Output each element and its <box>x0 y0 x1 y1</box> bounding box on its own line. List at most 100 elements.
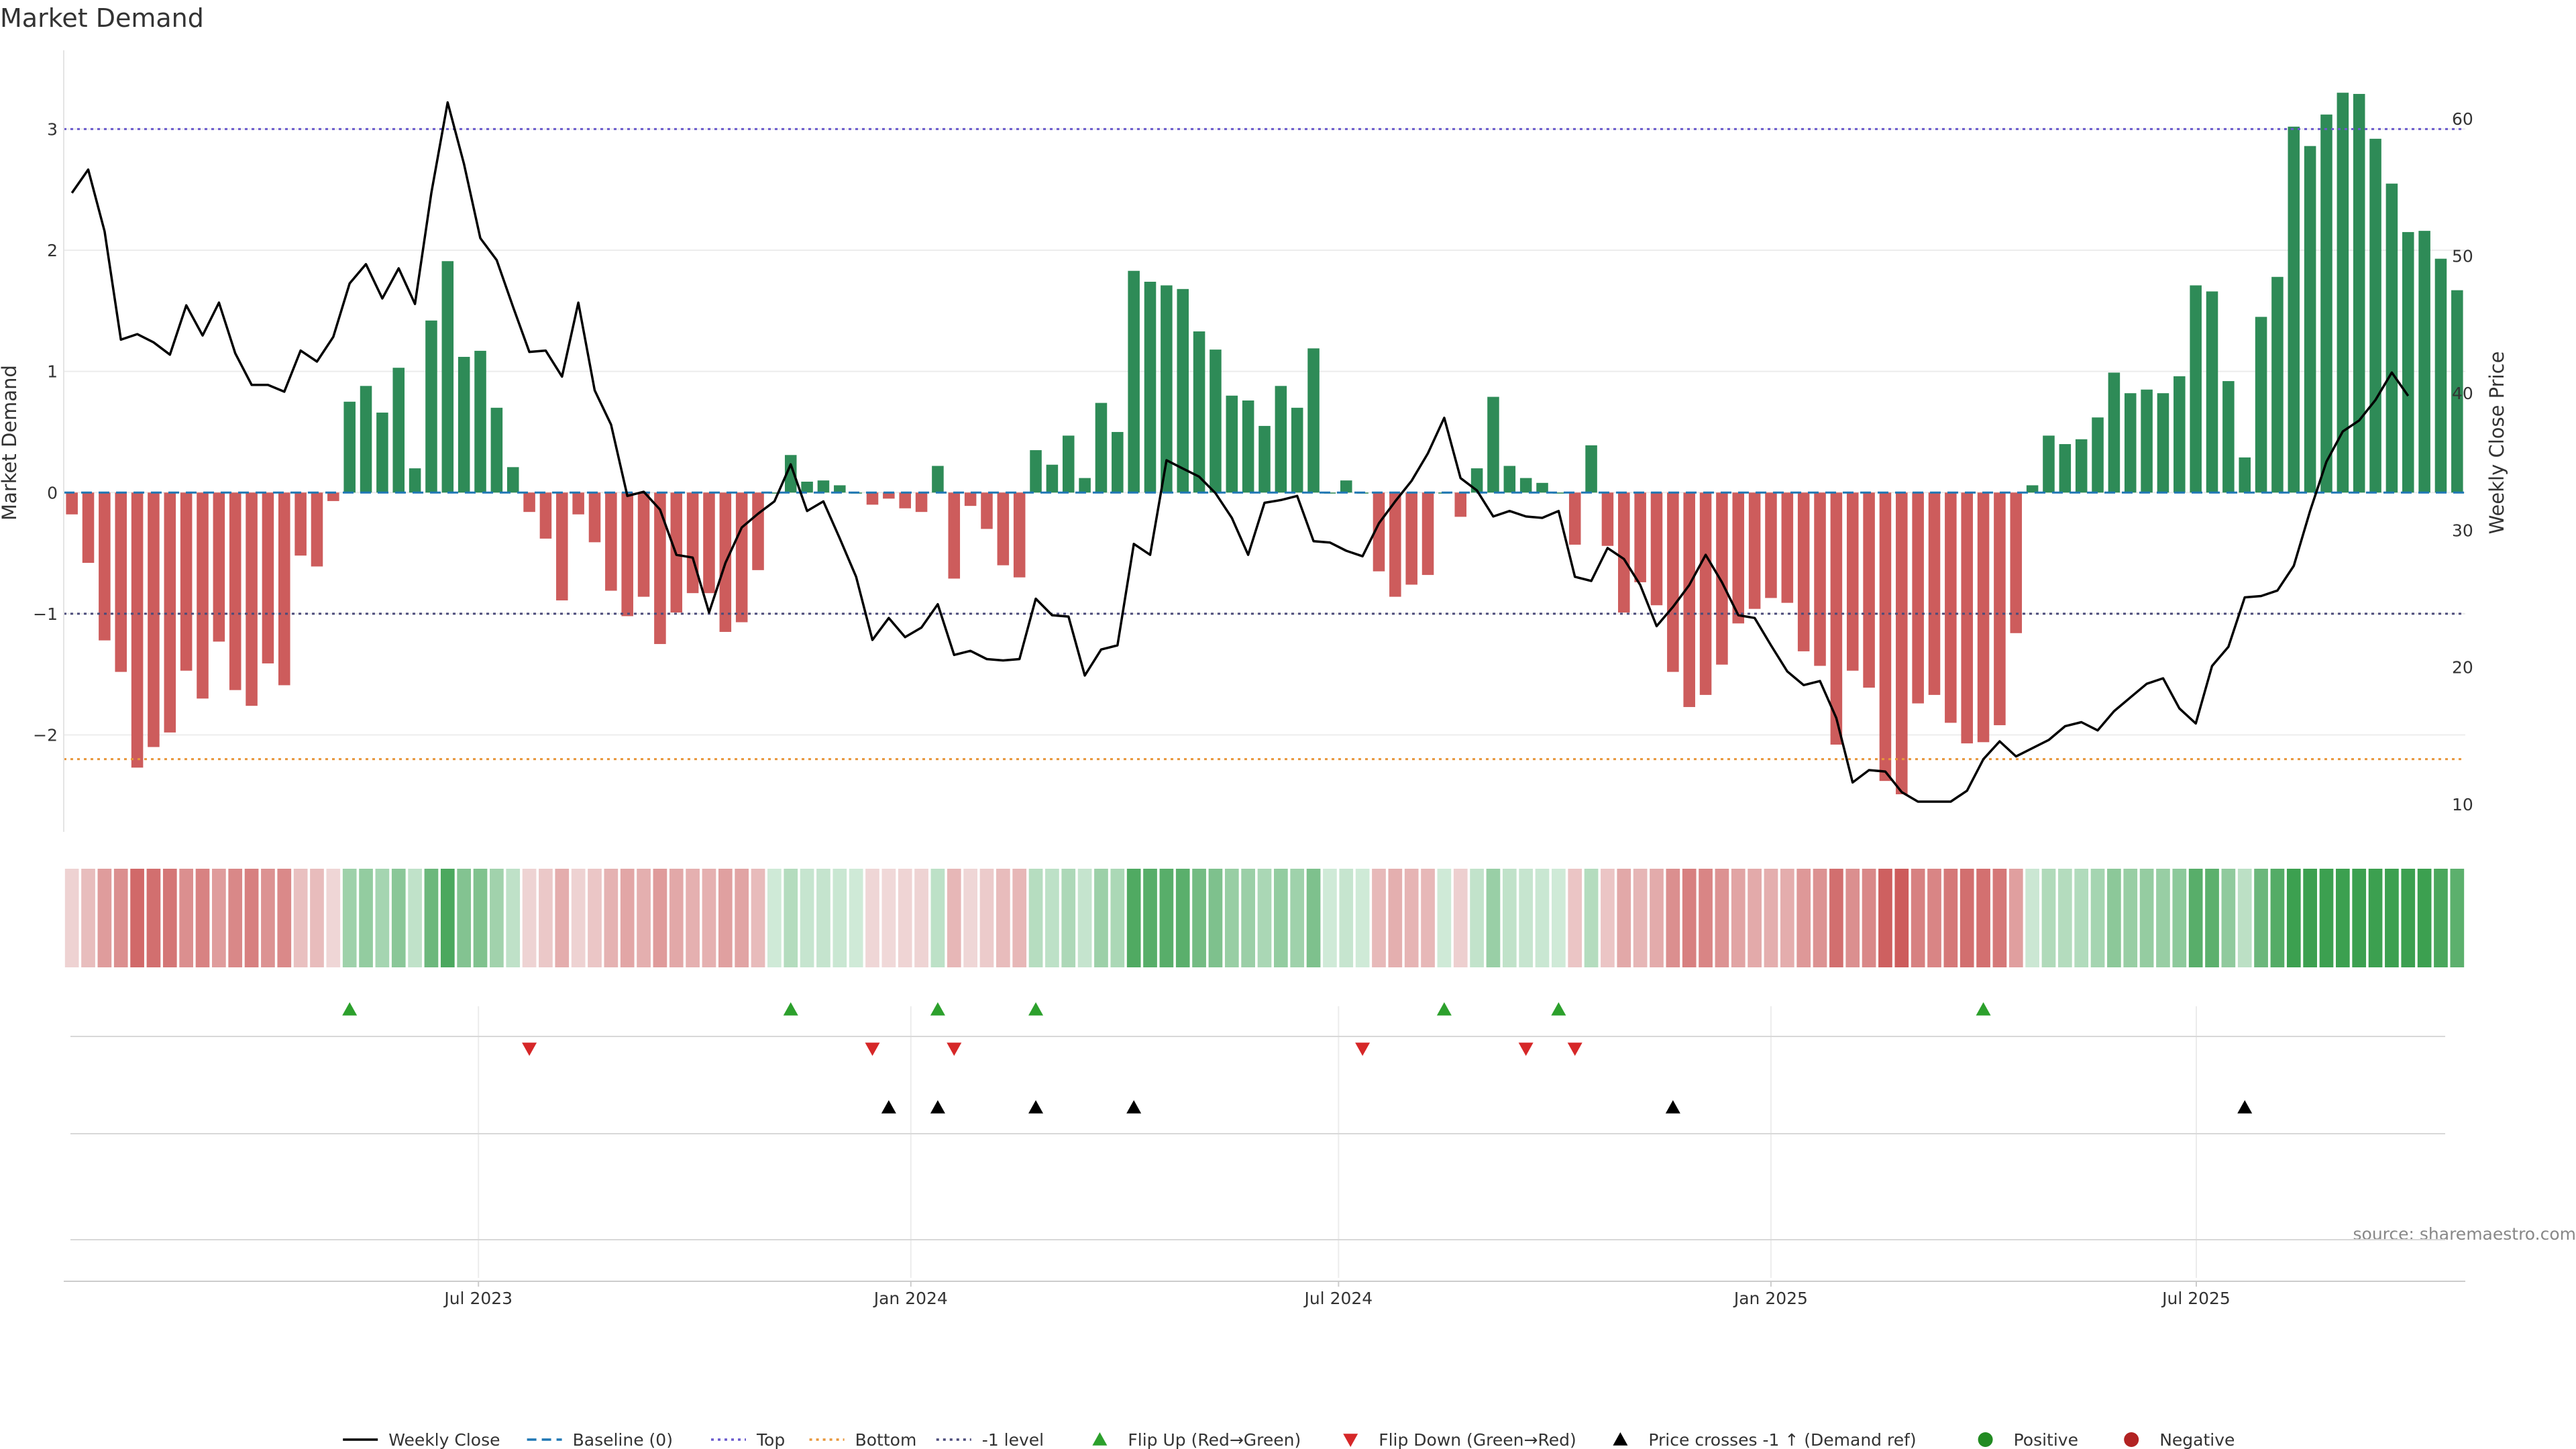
demand-bars <box>66 93 2463 795</box>
demand-bar <box>637 492 650 597</box>
demand-bar <box>99 492 111 641</box>
heat-cell <box>1699 869 1713 967</box>
heat-cell <box>637 869 651 967</box>
heat-cell <box>490 869 504 967</box>
heat-cell <box>1061 869 1076 967</box>
heat-cell <box>1502 869 1517 967</box>
demand-bar <box>2337 93 2349 493</box>
demand-bar <box>148 492 160 747</box>
demand-bar <box>213 492 225 642</box>
heat-cell <box>1813 869 1827 967</box>
heat-cell <box>310 869 324 967</box>
heat-cell <box>1862 869 1876 967</box>
heat-cell <box>1241 869 1255 967</box>
heat-cell <box>2270 869 2285 967</box>
demand-bar <box>1079 478 1091 493</box>
heat-cell <box>833 869 847 967</box>
y2-axis-label: Weekly Close Price <box>2485 352 2508 535</box>
demand-bar <box>1977 492 1990 743</box>
flip-up-marker <box>1436 1002 1452 1016</box>
demand-bar <box>1945 492 1957 723</box>
heat-cell <box>1404 869 1419 967</box>
heat-cell <box>228 869 243 967</box>
heat-cell <box>620 869 635 967</box>
heat-cell <box>735 869 749 967</box>
demand-bar <box>1912 492 1924 704</box>
heat-cell <box>81 869 95 967</box>
demand-bar <box>1552 492 1565 494</box>
heat-cell <box>146 869 161 967</box>
heat-cell <box>473 869 488 967</box>
heat-cell <box>2025 869 2039 967</box>
heat-cell <box>1143 869 1157 967</box>
heat-cell <box>1845 869 1860 967</box>
demand-bar <box>1519 478 1532 493</box>
demand-bar <box>1634 492 1646 582</box>
demand-bar <box>1585 445 1597 493</box>
legend-handle <box>1978 1432 1993 1447</box>
heat-cell <box>653 869 667 967</box>
heat-cell <box>865 869 879 967</box>
demand-bar <box>1487 396 1499 493</box>
demand-bar <box>2239 457 2251 493</box>
heat-cell <box>718 869 733 967</box>
y-tick-label: 2 <box>47 241 58 260</box>
heat-cell <box>1911 869 1925 967</box>
demand-bar <box>654 492 666 645</box>
demand-bar <box>262 492 274 663</box>
legend-handle <box>1343 1434 1358 1447</box>
heat-cell <box>1552 869 1566 967</box>
heat-cell <box>2417 869 2432 967</box>
price-cross-marker <box>930 1100 945 1114</box>
demand-bar <box>1797 492 1810 651</box>
heat-cell <box>767 869 782 967</box>
heat-cell <box>1257 869 1272 967</box>
heat-cell <box>2286 869 2301 967</box>
heat-cell <box>342 869 357 967</box>
heat-cell <box>1894 869 1909 967</box>
heat-cell <box>1584 869 1599 967</box>
heat-cell <box>1421 869 1435 967</box>
heat-cell <box>2303 869 2317 967</box>
demand-bar <box>327 492 339 501</box>
heat-cell <box>1731 869 1746 967</box>
demand-bar <box>997 492 1010 566</box>
flip-up-marker <box>1976 1002 1991 1016</box>
price-cross-marker <box>1665 1100 1680 1114</box>
price-cross-marker <box>1126 1100 1142 1114</box>
heat-cell <box>1878 869 1892 967</box>
demand-bar <box>572 492 584 515</box>
heat-cell <box>2450 869 2465 967</box>
legend-handle <box>1092 1432 1108 1446</box>
heat-cell <box>1780 869 1794 967</box>
demand-bar <box>1961 492 1973 744</box>
heat-cell <box>1943 869 1958 967</box>
demand-bar <box>409 468 421 493</box>
demand-bar <box>2271 276 2284 493</box>
demand-bar <box>2075 439 2088 493</box>
heat-cell <box>963 869 977 967</box>
heat-cell <box>1470 869 1484 967</box>
demand-bar <box>1389 492 1401 597</box>
heat-cell <box>1192 869 1206 967</box>
demand-bar <box>1896 492 1908 795</box>
flip-up-marker <box>342 1002 358 1016</box>
demand-bar <box>1568 492 1581 545</box>
demand-bar <box>1830 492 1843 745</box>
demand-bar <box>2434 258 2447 493</box>
demand-bar <box>278 492 290 686</box>
demand-bar <box>1275 386 1287 493</box>
heat-cell <box>1927 869 1941 967</box>
heat-cell <box>506 869 521 967</box>
y-tick-label: 1 <box>47 362 58 382</box>
heat-cell <box>686 869 700 967</box>
reference-lines <box>64 127 2465 761</box>
demand-bar <box>2418 231 2430 493</box>
demand-bar <box>621 492 633 616</box>
demand-bar <box>523 492 535 513</box>
heat-cell <box>881 869 896 967</box>
demand-bar <box>1128 270 1140 493</box>
legend-label: Flip Down (Green→Red) <box>1379 1430 1576 1449</box>
demand-bar <box>1242 400 1254 493</box>
demand-bar <box>1863 492 1875 688</box>
